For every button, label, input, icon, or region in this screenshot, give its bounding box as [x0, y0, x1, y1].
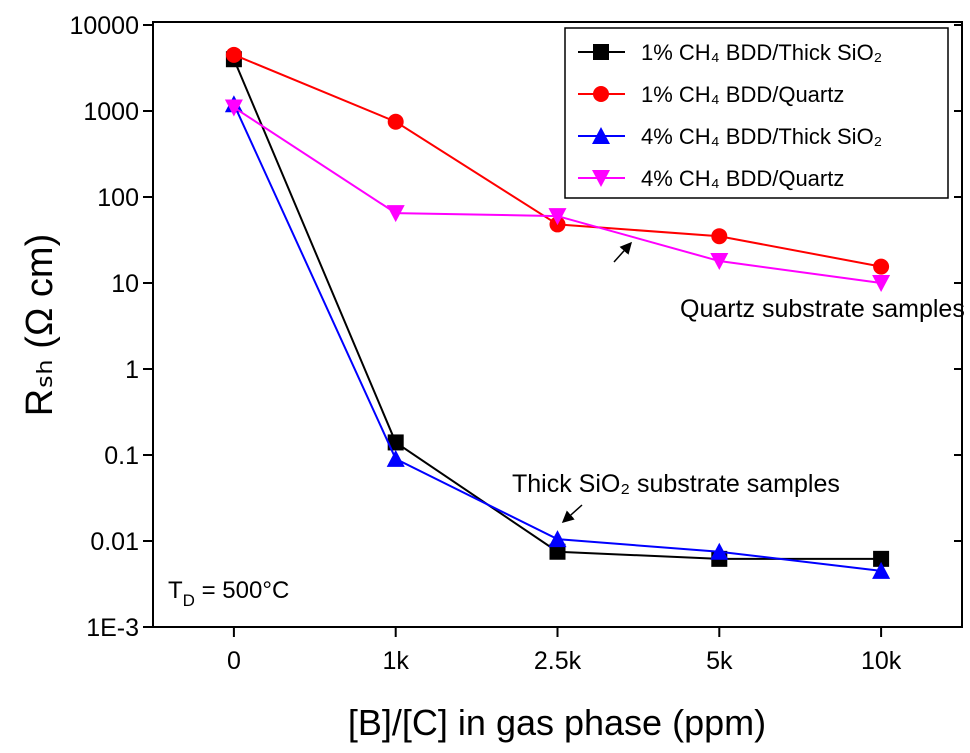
annotation: Quartz substrate samples — [680, 295, 965, 323]
temperature-subscript: D — [183, 591, 195, 610]
legend-label: 4% CH₄ BDD/Quartz — [641, 166, 844, 191]
marker — [549, 543, 566, 560]
temperature-symbol: T — [168, 577, 183, 604]
x-tick-label: 10k — [861, 647, 902, 675]
marker — [548, 208, 567, 226]
annotation: Thick SiO₂ substrate samples — [512, 470, 840, 498]
y-tick-label: 1E-3 — [86, 614, 139, 642]
legend-marker — [593, 86, 609, 102]
arrow — [561, 504, 583, 524]
legend-marker — [593, 44, 609, 60]
marker — [224, 99, 243, 117]
legend-marker — [592, 170, 610, 187]
legend-label: 1% CH₄ BDD/Thick SiO₂ — [641, 40, 882, 65]
marker — [710, 253, 729, 271]
marker — [872, 275, 891, 292]
marker — [873, 258, 890, 275]
marker — [872, 561, 891, 579]
marker — [225, 46, 242, 63]
y-tick-label: 0.1 — [104, 442, 139, 470]
plot-area: 10000 1000 100 10 1 0.1 0.01 1E-3 0 1k 2.5k 5k 10k 1%… — [69, 12, 963, 675]
legend-box — [564, 27, 949, 199]
legend-marker — [592, 127, 610, 144]
temperature-value: = 500°C — [195, 577, 289, 604]
x-tick-label: 2.5k — [534, 647, 582, 675]
temperature-label: TD = 500°C — [168, 577, 289, 610]
y-tick-label: 10000 — [69, 12, 139, 40]
marker — [710, 542, 729, 560]
marker — [711, 228, 728, 245]
x-tick-label: 5k — [706, 647, 733, 675]
marker — [387, 434, 404, 451]
y-axis-title: Rₛₕ (Ω cm) — [19, 234, 61, 416]
legend-label: 4% CH₄ BDD/Thick SiO₂ — [641, 124, 882, 149]
marker — [386, 449, 405, 467]
y-tick-label: 1 — [125, 356, 139, 384]
y-tick-label: 0.01 — [90, 528, 139, 556]
x-tick-label: 1k — [382, 647, 409, 675]
marker — [873, 550, 890, 567]
y-tick-label: 100 — [97, 184, 139, 212]
arrow — [613, 241, 633, 263]
x-tick-label: 0 — [227, 647, 241, 675]
y-tick-label: 1000 — [83, 98, 139, 126]
marker — [387, 113, 404, 130]
y-tick-label: 10 — [111, 270, 139, 298]
marker — [548, 530, 567, 548]
x-axis-title: [B]/[C] in gas phase (ppm) — [348, 702, 766, 743]
marker — [386, 205, 405, 223]
legend-label: 1% CH₄ BDD/Quartz — [641, 82, 844, 107]
